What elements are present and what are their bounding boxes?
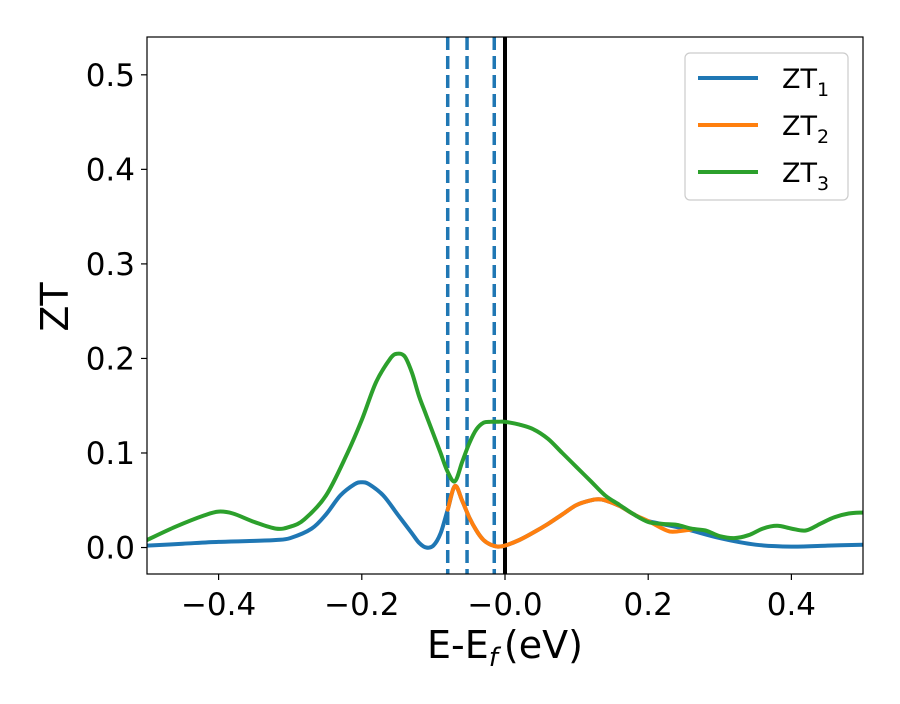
x-tick-label: 0.4 <box>767 587 816 623</box>
legend-label-zt1: ZT1 <box>782 64 829 101</box>
x-axis-ticks: −0.4 −0.2 −0.0 0.2 0.4 <box>181 574 816 623</box>
y-tick-label: 0.0 <box>86 531 135 567</box>
y-tick-label: 0.5 <box>86 58 135 94</box>
x-tick-label: 0.2 <box>624 587 673 623</box>
series-line-zt2 <box>445 484 694 549</box>
series-line-zt3 <box>147 351 863 542</box>
plot-area <box>146 36 864 575</box>
x-tick-label: −0.2 <box>324 587 399 623</box>
x-tick-label: −0.0 <box>467 587 542 623</box>
y-axis-label: ZT <box>33 282 77 332</box>
x-tick-label: −0.4 <box>181 587 256 623</box>
y-tick-label: 0.3 <box>86 247 135 283</box>
y-tick-label: 0.4 <box>86 152 135 188</box>
y-axis-ticks: 0.0 0.1 0.2 0.3 0.4 0.5 <box>86 58 147 567</box>
legend-label-zt2: ZT2 <box>782 111 829 148</box>
series-group <box>147 37 863 574</box>
legend-label-zt3: ZT3 <box>782 158 829 195</box>
legend-box <box>684 52 849 201</box>
legend: ZT1 ZT2 ZT3 <box>684 52 849 201</box>
y-tick-label: 0.1 <box>86 436 135 472</box>
x-axis-label: E-Ef (eV) <box>427 623 583 673</box>
y-tick-label: 0.2 <box>86 341 135 377</box>
